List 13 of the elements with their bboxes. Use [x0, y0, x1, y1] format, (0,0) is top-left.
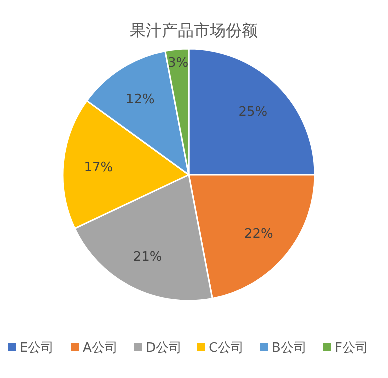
legend-label: F公司	[335, 341, 368, 356]
data-label: 3%	[168, 56, 189, 72]
legend-label: D公司	[146, 341, 182, 356]
data-label: 21%	[133, 250, 162, 265]
data-label: 25%	[238, 104, 268, 120]
data-label: 17%	[84, 160, 114, 176]
chart-title: 果汁产品市场份额	[130, 21, 258, 40]
legend-label: A公司	[83, 341, 118, 356]
legend-label: E公司	[20, 341, 54, 356]
legend-label: C公司	[209, 341, 244, 356]
data-label: 22%	[244, 226, 274, 242]
data-label: 12%	[126, 92, 155, 108]
legend-label: B公司	[272, 341, 307, 356]
